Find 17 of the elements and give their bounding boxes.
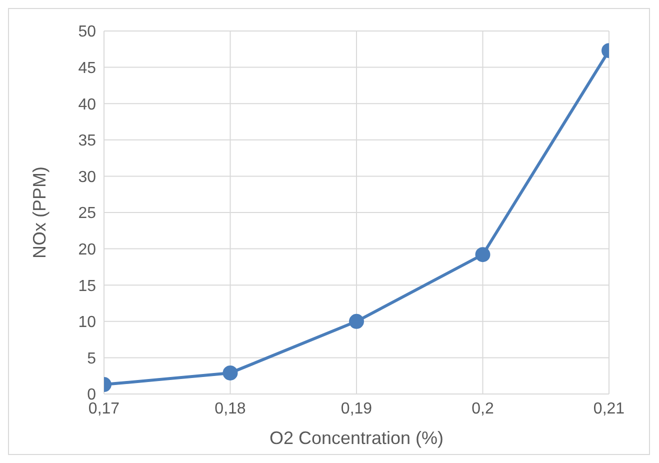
x-tick-label: 0,2 — [472, 400, 494, 418]
x-tick-label: 0,21 — [593, 400, 625, 418]
y-tick-label: 10 — [78, 314, 96, 332]
y-tick-label: 45 — [78, 60, 96, 77]
y-axis-title: NOx (PPM) — [29, 166, 50, 258]
y-tick-label: 40 — [78, 96, 96, 114]
y-tick-label: 20 — [78, 241, 96, 258]
point — [349, 314, 364, 329]
y-tick-label: 5 — [87, 350, 96, 368]
x-axis-title: O2 Concentration (%) — [269, 428, 444, 448]
y-tick-label: 35 — [78, 132, 96, 150]
y-tick-label: 30 — [78, 168, 96, 186]
x-tick-label: 0,19 — [340, 400, 372, 418]
y-tick-label: 50 — [78, 24, 96, 41]
y-tick-label: 15 — [78, 278, 96, 295]
y-tick-label: 25 — [78, 205, 96, 222]
x-tick-label: 0,18 — [214, 400, 246, 418]
